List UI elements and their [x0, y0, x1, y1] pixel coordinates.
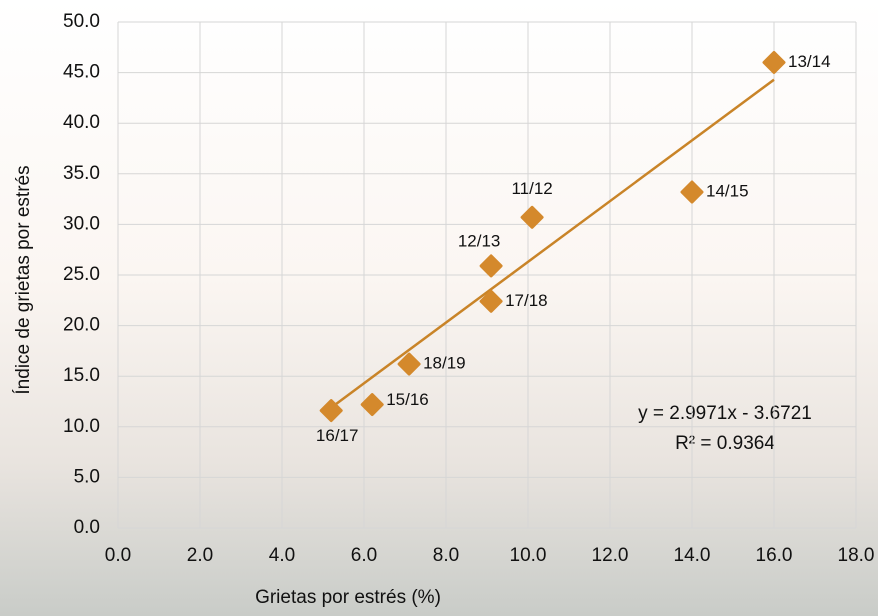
x-tick-label: 6.0: [351, 545, 377, 566]
x-tick-label: 14.0: [674, 545, 711, 566]
x-tick-label: 16.0: [756, 545, 793, 566]
y-tick-label: 50.0: [63, 11, 100, 32]
point: [520, 205, 544, 229]
x-tick-label: 4.0: [269, 545, 295, 566]
x-tick-label: 2.0: [187, 545, 213, 566]
point-label: 13/14: [788, 52, 831, 71]
y-tick-label: 30.0: [63, 213, 100, 234]
point: [680, 180, 704, 204]
y-tick-label: 10.0: [63, 416, 100, 437]
y-tick-label: 20.0: [63, 315, 100, 336]
point: [479, 254, 503, 278]
point-label: 15/16: [386, 390, 429, 409]
point-label: 12/13: [458, 231, 501, 250]
y-tick-label: 35.0: [63, 163, 100, 184]
x-tick-label: 8.0: [433, 545, 459, 566]
x-tick-label: 10.0: [510, 545, 547, 566]
point-label: 17/18: [505, 291, 548, 310]
y-tick-label: 45.0: [63, 62, 100, 83]
x-tick-label: 12.0: [592, 545, 629, 566]
point-label: 18/19: [423, 354, 466, 373]
y-tick-label: 5.0: [74, 466, 100, 487]
trend-equation: y = 2.9971x - 3.6721: [638, 403, 812, 424]
y-tick-label: 25.0: [63, 264, 100, 285]
point: [762, 50, 786, 74]
point: [397, 352, 421, 376]
trend-r-squared: R² = 0.9364: [675, 433, 775, 454]
x-tick-label: 18.0: [838, 545, 875, 566]
point-label: 14/15: [706, 182, 749, 201]
point: [319, 399, 343, 423]
y-tick-label: 15.0: [63, 365, 100, 386]
x-axis-title: Grietas por estrés (%): [255, 587, 441, 608]
point-label: 11/12: [511, 179, 552, 198]
trendline: [330, 78, 775, 409]
y-axis-title: Índice de grietas por estrés: [13, 165, 34, 394]
point: [360, 393, 384, 417]
y-tick-label: 0.0: [74, 517, 100, 538]
point: [479, 289, 503, 313]
x-tick-label: 0.0: [105, 545, 131, 566]
y-tick-label: 40.0: [63, 112, 100, 133]
point-label: 16/17: [316, 426, 359, 445]
